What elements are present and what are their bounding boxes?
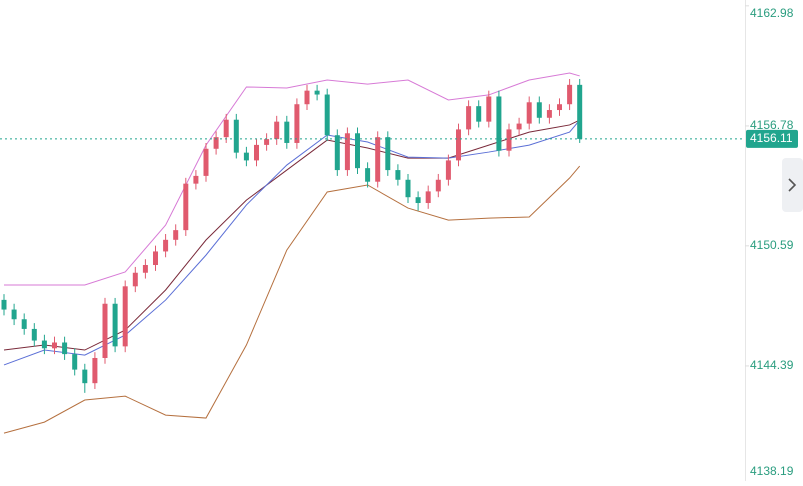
plot-area	[0, 72, 745, 434]
candle-body	[163, 239, 169, 252]
y-tick-label: 4144.39	[750, 358, 794, 372]
candle-body	[41, 340, 47, 349]
candle-body	[476, 106, 482, 122]
arrow-icon[interactable]	[788, 178, 797, 192]
candle-body	[355, 133, 360, 169]
y-tick-label: 4156.78	[750, 118, 794, 132]
candle-body	[31, 328, 37, 341]
candle-body	[112, 303, 118, 347]
candle-body	[193, 175, 199, 184]
candle-body	[546, 110, 552, 118]
candle-body	[506, 129, 512, 151]
price-axis: 4138.19 4144.39 4150.59 4156.78 4162.98 4156.…	[745, 5, 798, 486]
candle-body	[466, 106, 472, 130]
candle-body	[395, 170, 401, 180]
candle-body	[213, 137, 219, 149]
candle-body	[11, 309, 17, 320]
candle-body	[344, 133, 350, 171]
candle-body	[536, 102, 542, 118]
candle-body	[435, 179, 441, 192]
candle-body	[557, 104, 562, 111]
candle-body	[415, 197, 421, 204]
candle-body	[21, 319, 27, 329]
candle-body	[526, 102, 532, 124]
candle-body	[385, 137, 391, 171]
candle-body	[375, 137, 381, 182]
candle-body	[132, 272, 138, 287]
candle-body	[365, 168, 371, 182]
candle-body	[52, 342, 57, 349]
candle-body	[304, 90, 310, 105]
candle-body	[173, 230, 179, 240]
candle-body	[72, 354, 78, 370]
y-tick-label: 4150.59	[750, 238, 794, 252]
candle-body	[456, 129, 461, 161]
candle-body	[496, 96, 502, 151]
indicator-line	[3, 165, 581, 434]
candle-body	[577, 84, 583, 139]
candle-body	[294, 104, 300, 143]
candle-body	[233, 119, 239, 153]
candle-body	[324, 94, 330, 136]
candle-body	[102, 303, 108, 358]
candle-body	[405, 179, 411, 198]
candle-body	[284, 121, 290, 143]
candle-body	[1, 299, 7, 310]
candle-body	[445, 160, 451, 180]
scroll-button-bg[interactable]	[782, 158, 803, 212]
candle-body	[254, 144, 259, 161]
candle-body	[92, 357, 98, 384]
candle-body	[223, 119, 229, 138]
candle-body	[153, 251, 158, 266]
candle-body	[425, 191, 431, 204]
candle-body	[274, 121, 280, 140]
candle-body	[567, 84, 573, 105]
candle-body	[334, 135, 340, 171]
scroll-button[interactable]	[782, 158, 803, 212]
candle-body	[516, 123, 522, 130]
y-tick-label: 4162.98	[750, 6, 794, 20]
candle-body	[314, 90, 320, 95]
candle-body	[82, 369, 88, 384]
y-tick-label: 4138.19	[750, 464, 794, 478]
candle-body	[203, 148, 209, 176]
candle-body	[183, 183, 189, 231]
indicator-line	[4, 72, 580, 286]
candle-body	[142, 265, 148, 273]
candle-body	[62, 342, 68, 355]
candle-body	[264, 139, 270, 145]
candle-body	[122, 286, 128, 347]
candle-body	[243, 152, 249, 161]
candle-body	[486, 96, 492, 122]
last-price-box	[746, 129, 798, 148]
last-price-label: 4156.11	[750, 131, 793, 145]
